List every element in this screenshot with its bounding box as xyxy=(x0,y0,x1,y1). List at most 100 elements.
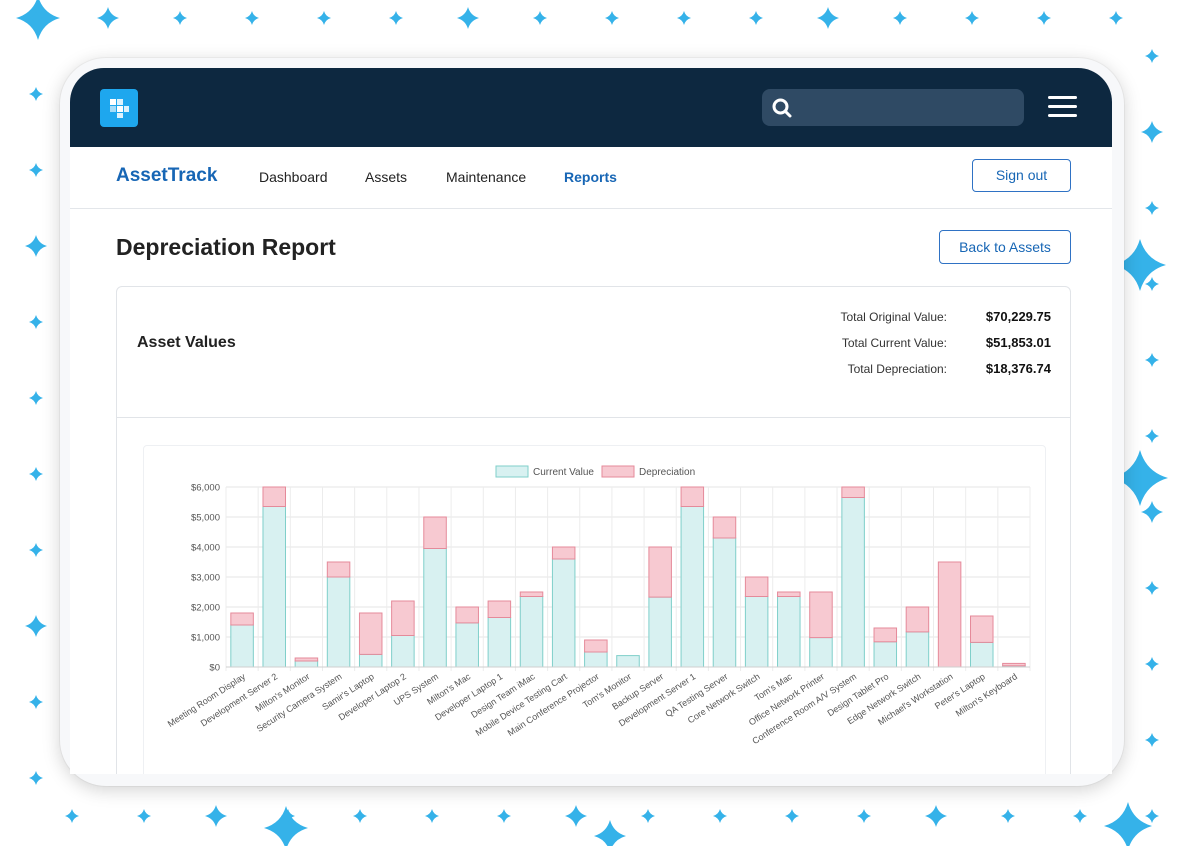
bar-depreciation xyxy=(680,486,705,507)
bar-depreciation xyxy=(584,639,608,653)
bar-current-value xyxy=(423,548,447,668)
bar-depreciation xyxy=(423,516,447,549)
bar-depreciation xyxy=(519,591,544,597)
bar-depreciation xyxy=(777,591,801,597)
card-divider xyxy=(117,417,1070,418)
sparkle-icon xyxy=(281,809,295,823)
sparkle-icon xyxy=(389,11,403,25)
bar-depreciation xyxy=(551,546,576,560)
asset-values-card: Asset Values Total Original Value: $70,2… xyxy=(116,286,1071,774)
sparkle-icon xyxy=(29,315,43,329)
bar-depreciation xyxy=(648,546,672,598)
sparkle-icon xyxy=(1145,733,1159,747)
sparkle-icon xyxy=(785,809,799,823)
sparkle-icon xyxy=(1109,11,1123,25)
sparkle-icon xyxy=(1145,201,1159,215)
nav-link-maintenance[interactable]: Maintenance xyxy=(446,169,527,185)
brand-name[interactable]: AssetTrack xyxy=(116,165,218,186)
bar-depreciation xyxy=(262,486,286,507)
sparkle-icon xyxy=(1145,277,1159,291)
sparkle-icon xyxy=(1145,429,1159,443)
sparkle-icon xyxy=(29,771,43,785)
bar-current-value xyxy=(358,653,383,668)
sparkle-icon xyxy=(533,11,547,25)
sparkle-icon xyxy=(25,235,47,257)
hamburger-menu-icon[interactable] xyxy=(1048,96,1078,118)
bar-current-value xyxy=(970,641,994,668)
bar-current-value xyxy=(905,631,930,668)
bar-current-value xyxy=(680,506,705,668)
total-depreciation-label: Total Depreciation: xyxy=(847,362,947,376)
sparkle-icon xyxy=(205,805,227,827)
bar-current-value xyxy=(616,655,640,668)
sparkle-icon xyxy=(594,820,626,846)
bar-current-value xyxy=(777,596,801,668)
sign-out-button[interactable]: Sign out xyxy=(972,159,1071,192)
bar-depreciation xyxy=(873,627,898,643)
sparkle-icon xyxy=(353,809,367,823)
sparkle-icon xyxy=(264,806,308,846)
sparkle-icon xyxy=(29,163,43,177)
bar-depreciation xyxy=(455,606,479,624)
total-depreciation-value: $18,376.74 xyxy=(985,361,1051,376)
y-tick-label: $6,000 xyxy=(191,483,220,494)
nav-link-reports[interactable]: Reports xyxy=(564,169,617,185)
chart-panel: Current Value Depreciation $0 $1,000 $2,000 $… xyxy=(143,445,1046,774)
bar-current-value xyxy=(487,617,512,668)
back-to-assets-button[interactable]: Back to Assets xyxy=(939,230,1071,264)
bar-current-value xyxy=(294,660,319,668)
bar-depreciation xyxy=(712,516,737,539)
sparkle-icon xyxy=(1073,809,1087,823)
y-tick-label: $3,000 xyxy=(191,573,220,584)
sparkle-icon xyxy=(1145,581,1159,595)
sparkle-icon xyxy=(1112,450,1168,506)
sparkle-icon xyxy=(1001,809,1015,823)
sparkle-icon xyxy=(1141,121,1163,143)
bar-current-value xyxy=(873,641,898,668)
sparkle-icon xyxy=(29,11,43,25)
nav-link-assets[interactable]: Assets xyxy=(365,169,408,185)
bar-depreciation xyxy=(487,600,512,618)
sparkle-icon xyxy=(713,809,727,823)
page-title: Depreciation Report xyxy=(116,234,336,260)
y-tick-label: $0 xyxy=(209,663,220,674)
nav-link-dashboard[interactable]: Dashboard xyxy=(259,169,328,185)
sparkle-icon xyxy=(605,11,619,25)
legend-swatch-current xyxy=(495,465,529,478)
bar-depreciation xyxy=(294,657,319,662)
sparkle-icon xyxy=(173,11,187,25)
y-tick-label: $4,000 xyxy=(191,543,220,554)
logo-icon xyxy=(110,99,129,118)
sparkle-icon xyxy=(425,809,439,823)
search-icon xyxy=(772,98,792,118)
search-box[interactable] xyxy=(762,89,1024,126)
sparkle-icon xyxy=(565,805,587,827)
search-input[interactable] xyxy=(800,95,1010,120)
y-tick-label: $1,000 xyxy=(191,633,220,644)
sparkle-icon xyxy=(749,11,763,25)
bar-current-value xyxy=(391,635,415,668)
top-bar xyxy=(70,68,1112,147)
bar-current-value xyxy=(744,596,769,668)
bar-current-value xyxy=(262,506,286,668)
bar-current-value xyxy=(809,637,833,668)
sparkle-icon xyxy=(25,615,47,637)
sparkle-icon xyxy=(29,391,43,405)
bar-depreciation xyxy=(326,561,351,578)
bar-depreciation xyxy=(744,576,769,597)
logo[interactable] xyxy=(100,89,138,127)
bar-depreciation xyxy=(937,561,962,668)
sparkle-icon xyxy=(245,11,259,25)
bar-current-value xyxy=(230,624,254,668)
sparkle-icon xyxy=(1037,11,1051,25)
sparkle-icon xyxy=(497,809,511,823)
bar-current-value xyxy=(584,651,608,668)
y-tick-label: $5,000 xyxy=(191,513,220,524)
app-screen: AssetTrack Dashboard Assets Maintenance … xyxy=(70,68,1112,774)
sparkle-icon xyxy=(29,695,43,709)
sparkle-icon xyxy=(29,467,43,481)
legend-label-current: Current Value xyxy=(533,467,594,478)
sparkle-icon xyxy=(29,87,43,101)
x-tick-label: Milton's Keyboard xyxy=(954,671,1019,718)
sparkle-icon xyxy=(1104,802,1152,846)
